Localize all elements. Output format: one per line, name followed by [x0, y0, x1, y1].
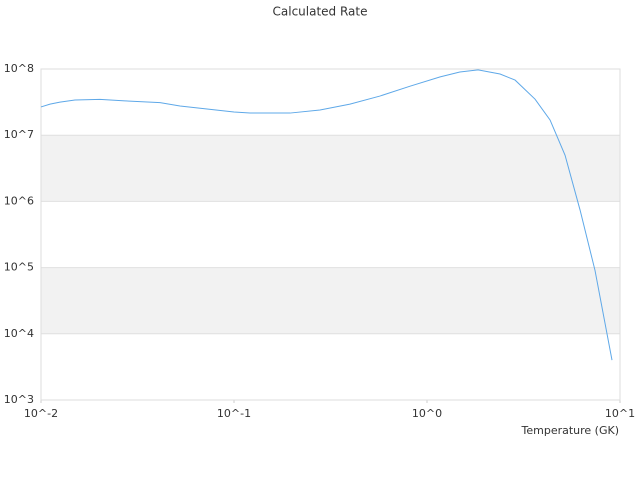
y-tick-label: 10^4	[4, 327, 34, 340]
x-axis-label: Temperature (GK)	[521, 424, 620, 437]
x-tick-label: 10^1	[605, 407, 635, 420]
y-tick-label: 10^5	[4, 261, 34, 274]
plot-frame	[40, 68, 621, 401]
grid-band	[41, 267, 620, 334]
data-line	[40, 69, 613, 361]
y-tick-label: 10^8	[4, 62, 34, 75]
x-tick-label: 10^-2	[24, 407, 58, 420]
x-tick-label: 10^0	[412, 407, 442, 420]
y-tick-label: 10^3	[4, 393, 34, 406]
grid-band	[41, 135, 620, 202]
x-tick-label: 10^-1	[217, 407, 251, 420]
chart-title: Calculated Rate	[273, 5, 368, 19]
y-tick-label: 10^7	[4, 128, 34, 141]
y-tick-label: 10^6	[4, 194, 34, 207]
